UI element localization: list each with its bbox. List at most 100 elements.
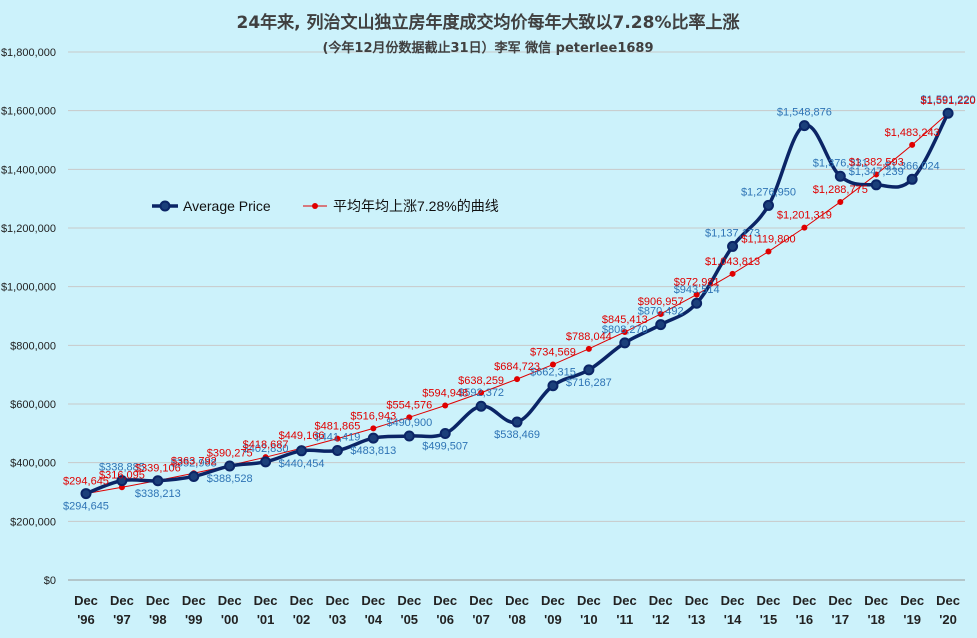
average-price-point [80,488,92,500]
average-price-label: $662,315 [530,367,576,379]
y-tick-label: $800,000 [10,340,56,352]
legend: Average Price 平均年均上涨7.28%的曲线 [152,198,499,214]
average-price-point [691,297,703,309]
trend-label: $363,792 [171,455,217,467]
x-tick-label: Dec [361,593,385,608]
average-price-point [870,179,882,191]
x-tick-label: '09 [544,612,562,627]
average-price-point [403,430,415,442]
trend-point [909,141,916,148]
average-price-point [583,364,595,376]
x-tick-label: '06 [436,612,454,627]
legend-item-average-price: Average Price [152,198,271,214]
trend-label: $294,645 [63,476,109,488]
trend-point [406,414,413,421]
x-tick-label: '10 [580,612,598,627]
chart-title: 24年来, 列治文山独立房年度成交均价每年大致以7.28%比率上涨 [236,12,739,33]
average-price-point [367,432,379,444]
average-price-label: $499,507 [422,440,468,452]
y-tick-label: $600,000 [10,399,56,411]
trend-label: $594,948 [422,387,468,399]
average-price-point [619,337,631,349]
trend-label: $316,095 [99,469,145,481]
average-price-point [655,319,667,331]
x-tick-label: '98 [149,612,167,627]
trend-label: $788,044 [566,331,612,343]
average-price-point [762,199,774,211]
x-tick-label: '13 [688,612,706,627]
chart-subtitle: (今年12月份数据截止31日）李军 微信 peterlee1689 [322,40,653,56]
y-tick-label: $400,000 [10,458,56,470]
trend-label: $1,483,243 [885,127,940,139]
legend-label-average-price: Average Price [183,198,271,214]
average-price-point [906,173,918,185]
trend-point [334,435,341,442]
x-tick-label: Dec [541,593,565,608]
data-labels: $294,645 $338,885 $338,213 $352,968 $388,528… [63,94,976,512]
x-tick-label: Dec [828,593,852,608]
y-axis-tick-labels: $0 $200,000 $400,000 $600,000 $800,000 $1,000… [1,47,56,587]
gridlines [68,51,965,581]
series-layer [80,107,954,500]
trend-point [478,389,485,396]
x-tick-label: '16 [796,612,814,627]
trend-point [729,270,736,277]
average-price-label: $352,968 [171,457,217,469]
trend-point [621,329,628,336]
x-tick-label: Dec [254,593,278,608]
trend-label: $845,413 [602,314,648,326]
average-price-label: $294,645 [63,501,109,513]
trend-label: $1,043,813 [705,256,760,268]
x-tick-label: '12 [652,612,670,627]
trend-label: $972,981 [674,277,720,289]
x-tick-label: '08 [508,612,526,627]
average-price-point [439,427,451,439]
average-price-label: $1,366,024 [885,160,940,172]
average-price-label: $402,830 [243,443,289,455]
x-tick-label: '17 [832,612,850,627]
legend-marker-trend [312,203,318,209]
average-price-label: $388,528 [207,473,253,485]
x-tick-label: '96 [77,612,95,627]
average-price-label: $943,514 [674,284,720,296]
trend-label: $1,288,775 [813,184,868,196]
average-price-label: $1,376,331 [813,157,868,169]
x-tick-label: Dec [74,593,98,608]
x-tick-label: Dec [146,593,170,608]
average-price-label: $1,548,876 [777,107,832,119]
y-tick-label: $1,800,000 [1,47,56,59]
trend-point [693,291,700,298]
x-tick-label: '19 [903,612,921,627]
x-tick-label: '02 [293,612,311,627]
x-tick-label: Dec [900,593,924,608]
x-tick-label: '99 [185,612,203,627]
x-tick-label: '07 [472,612,490,627]
trend-label: $516,943 [350,410,396,422]
x-tick-label: Dec [182,593,206,608]
average-price-label: $538,469 [494,429,540,441]
x-tick-label: Dec [110,593,134,608]
average-price-label: $441,419 [314,432,360,444]
average-price-label: $338,213 [135,488,181,500]
trend-point [765,248,772,255]
average-price-label: $1,347,239 [849,166,904,178]
x-tick-label: '15 [760,612,778,627]
trend-label: $906,957 [638,296,684,308]
average-price-label: $1,276,950 [741,186,796,198]
average-price-label: $440,454 [279,458,325,470]
average-price-point [116,475,128,487]
trend-point [514,376,521,383]
average-price-label: $870,492 [638,306,684,318]
trend-point [873,171,880,178]
trend-label: $339,106 [135,463,181,475]
trend-point [549,361,556,368]
x-tick-label: Dec [613,593,637,608]
average-price-point [942,107,954,119]
x-tick-label: '01 [257,612,275,627]
x-axis-tick-labels: Dec '96 Dec '97 Dec '98 Dec '99 Dec '00 Dec '01 Dec '… [74,593,960,627]
average-price-label: $483,813 [350,445,396,457]
x-tick-label: Dec [649,593,673,608]
average-price-point [260,456,272,468]
